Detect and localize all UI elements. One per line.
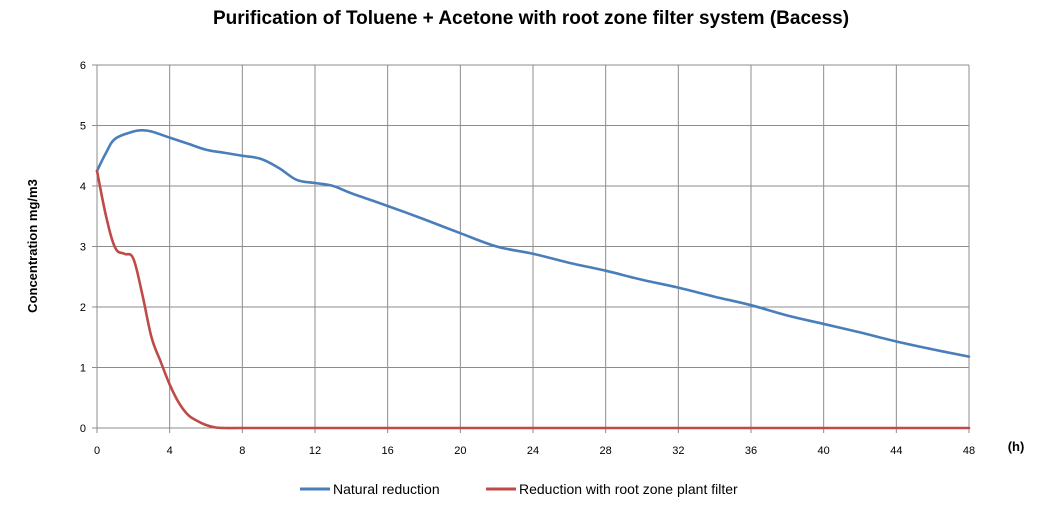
legend-label-root-zone-filter: Reduction with root zone plant filter (519, 481, 738, 497)
x-tick-label: 28 (600, 445, 612, 457)
y-tick-label: 0 (80, 423, 86, 435)
y-tick-label: 2 (80, 302, 86, 314)
y-axis-label: Concentration mg/m3 (25, 179, 40, 313)
series-lines (95, 129, 971, 430)
legend-label-natural-reduction: Natural reduction (333, 481, 440, 497)
x-tick-label: 24 (527, 445, 539, 457)
y-tick-label: 6 (80, 60, 86, 72)
x-tick-label: 4 (167, 445, 173, 457)
y-tick-label: 3 (80, 242, 86, 254)
series-line-natural-reduction (95, 129, 971, 358)
x-tick-label: 32 (672, 445, 684, 457)
x-tick-label: 16 (382, 445, 394, 457)
x-tick-label: 48 (963, 445, 975, 457)
series-line-root-zone-filter (95, 169, 971, 430)
x-tick-label: 8 (239, 445, 245, 457)
x-tick-label: 12 (309, 445, 321, 457)
y-tick-label: 4 (80, 181, 86, 193)
x-tick-label: 40 (818, 445, 830, 457)
grid (92, 64, 970, 433)
x-tick-label: 20 (454, 445, 466, 457)
x-tick-label: 44 (890, 445, 902, 457)
legend: Natural reduction Reduction with root zo… (300, 481, 738, 497)
x-axis-label: (h) (1008, 439, 1025, 454)
x-tick-label: 36 (745, 445, 757, 457)
y-tick-label: 5 (80, 121, 86, 133)
x-tick-label: 0 (94, 445, 100, 457)
y-tick-label: 1 (80, 363, 86, 375)
chart-title: Purification of Toluene + Acetone with r… (213, 8, 849, 29)
